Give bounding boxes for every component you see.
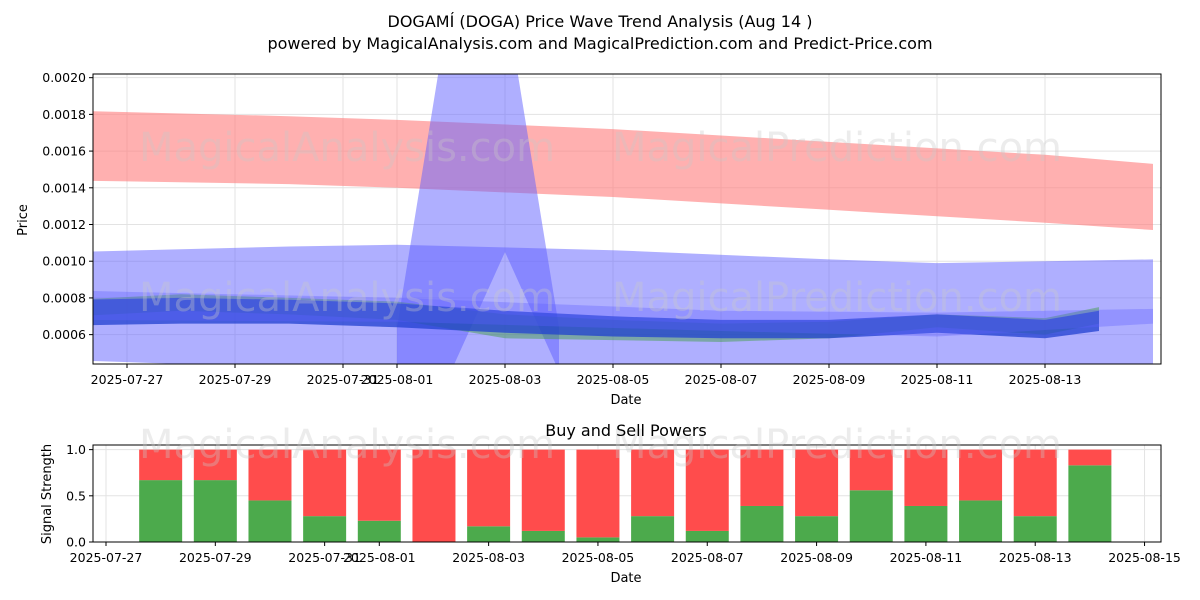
sell-bar [521,449,565,531]
buy-sell-panel: 2025-07-27 2025-07-29 2025-07-312025-08-01… [66,442,1181,565]
watermark-1: MagicalAnalysis.com [139,125,555,171]
sell-bar [303,449,347,517]
price-plot-area [93,74,1153,364]
signal-x-axis-label: Date [610,571,641,586]
watermark-6: MagicalPrediction.com [612,422,1062,468]
buy-bar [1013,516,1057,542]
sell-bar [1013,449,1057,517]
blue-light-trend-area [93,291,1153,337]
buy-bar [193,480,237,542]
sell-bar [193,449,237,481]
price-y-tick-label: 0.0010 [42,254,86,269]
chart-subtitle: powered by MagicalAnalysis.com and Magic… [267,34,932,53]
sell-bar [849,449,893,491]
sell-bar [467,449,511,527]
buy-bar [685,530,729,542]
price-y-tick-label: 0.0008 [42,290,86,305]
signal-x-tick-label: 2025-07-29 [179,550,252,565]
buy-bar [139,480,183,542]
price-x-tick-label: 2025-08-11 [901,372,974,387]
sell-bar [139,449,183,481]
signal-y-tick-label: 0.5 [66,488,86,503]
price-x-tick-label: 2025-08-03 [469,372,542,387]
buy-bar [1068,465,1112,542]
price-panel: 2025-07-27 2025-07-29 2025-07-312025-08-01… [42,70,1162,387]
signal-x-tick-label: 2025-07-27 [70,550,143,565]
watermark-4: MagicalPrediction.com [612,275,1062,321]
sell-bar [904,449,948,506]
buy-bar [959,500,1003,542]
buy-bar [467,526,511,542]
signal-y-tick-label: 1.0 [66,442,86,457]
watermark-2: MagicalPrediction.com [612,125,1062,171]
price-x-tick-label: 2025-08-05 [577,372,650,387]
price-x-tick-label: 2025-07-29 [199,372,272,387]
signal-x-tick-label: 2025-08-11 [890,550,963,565]
signal-axes-frame [92,444,1162,543]
blue-trend-area [93,297,1099,339]
price-x-tick-label: 2025-08-09 [793,372,866,387]
chart-title: DOGAMÍ (DOGA) Price Wave Trend Analysis … [388,12,813,31]
buy-bar [248,500,292,542]
price-x-tick-label: 2025-07-31 [307,372,380,387]
price-axes-frame [92,73,1162,365]
price-y-tick-label: 0.0014 [42,180,86,195]
signal-y-tick-label: 0.0 [66,535,86,550]
buy-bar [521,530,565,542]
buy-bar [740,505,784,542]
sell-bar [357,449,401,521]
price-y-tick-label: 0.0016 [42,144,86,159]
buy-bar [357,520,401,542]
signal-x-tick-label: 2025-08-03 [452,550,525,565]
price-x-axis-label: Date [610,393,641,408]
sell-bar [412,449,456,542]
price-y-tick-label: 0.0012 [42,217,86,232]
sell-bar [631,449,675,517]
signal-x-tick-label: 2025-08-05 [562,550,635,565]
price-y-tick-label: 0.0006 [42,327,86,342]
buy-bar [849,490,893,542]
price-y-tick-label: 0.0018 [42,107,86,122]
sell-bar [795,449,839,517]
sell-bar [248,449,292,501]
signal-x-tick-label: 2025-08-15 [1108,550,1181,565]
red-band-area [93,111,1153,230]
signal-x-tick-label: 2025-07-31 [288,550,361,565]
signal-x-tick-label: 2025-08-01 [343,550,416,565]
watermark-3: MagicalAnalysis.com [139,275,555,321]
buy-bar [795,516,839,542]
blue-spike-area [397,74,559,364]
buy-sell-title: Buy and Sell Powers [545,421,707,440]
sell-bar [1068,449,1112,466]
price-x-tick-label: 2025-07-27 [91,372,164,387]
price-y-tick-label: 0.0020 [42,70,86,85]
signal-x-tick-label: 2025-08-09 [780,550,853,565]
price-x-tick-label: 2025-08-07 [685,372,758,387]
price-y-axis-label: Price [16,204,31,236]
price-x-tick-label: 2025-08-13 [1009,372,1082,387]
watermark-5: MagicalAnalysis.com [139,422,555,468]
signal-y-axis-label: Signal Strength [40,444,55,544]
buy-bar [576,537,620,542]
sell-bar [685,449,729,531]
sell-bar [576,449,620,538]
price-x-tick-label: 2025-08-01 [361,372,434,387]
buy-bar [904,505,948,542]
signal-x-tick-label: 2025-08-07 [671,550,744,565]
sell-bar [959,449,1003,501]
buy-bar [303,516,347,542]
sell-bar [740,449,784,506]
signal-x-tick-label: 2025-08-13 [999,550,1072,565]
buy-bar [631,516,675,542]
